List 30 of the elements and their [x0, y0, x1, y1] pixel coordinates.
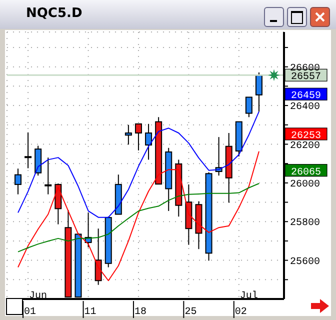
candlestick: [145, 123, 152, 160]
y-tick-label: 26200: [290, 140, 320, 152]
x-tick-label: 01: [24, 307, 36, 318]
annotation: Jul: [240, 290, 258, 302]
ref-line-label: 26557: [290, 72, 322, 84]
text: 26459: [290, 91, 322, 102]
candlestick: [34, 145, 42, 176]
y-tick-label: 26000: [290, 179, 320, 190]
line-series: [18, 111, 260, 218]
y-tick-label: 26400: [290, 102, 320, 114]
candlestick: [24, 132, 32, 169]
candlestick: [14, 168, 22, 195]
candlestick: [134, 123, 142, 151]
text: 26065: [290, 167, 322, 178]
candlestick: [245, 96, 252, 118]
x-tick-label: 18: [134, 307, 147, 318]
line-series: [18, 182, 260, 252]
candlestick: [44, 157, 52, 195]
annotation: Jun: [29, 291, 48, 302]
candlestick: [94, 228, 102, 286]
x-tick-label: 25: [184, 307, 197, 318]
y-tick-label: 25800: [290, 218, 320, 230]
candlestick: [255, 72, 262, 112]
line-series: [18, 150, 260, 282]
chart-title: NQC5.D: [26, 6, 82, 21]
x-tick-label: 11: [84, 307, 96, 318]
text: 26253: [290, 130, 322, 142]
x-tick-label: 02: [234, 307, 247, 318]
y-tick-label: 25600: [290, 256, 320, 268]
candlestick: [124, 124, 132, 146]
